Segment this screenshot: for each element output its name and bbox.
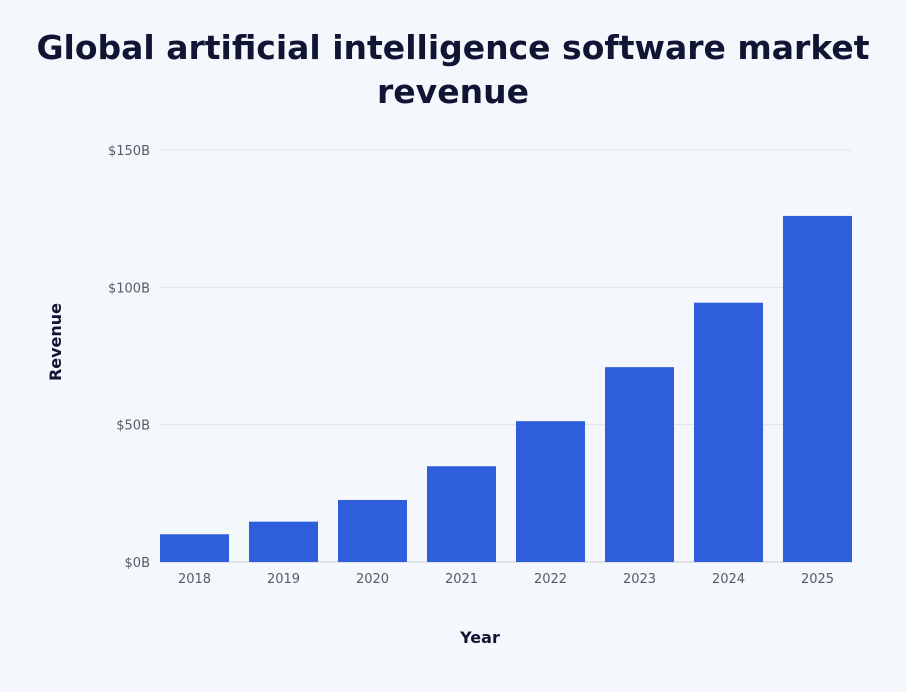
bar-2022 [516, 421, 585, 562]
bar-2018 [160, 534, 229, 562]
bar-2025 [783, 215, 852, 563]
chart-title: Global artificial intelligence software … [36, 28, 870, 111]
y-axis-label: Revenue [46, 303, 65, 381]
y-tick-label: $0B [125, 556, 150, 571]
bar-2020 [338, 499, 407, 562]
x-tick-label: 2024 [712, 572, 745, 587]
y-tick-label: $50B [116, 419, 150, 434]
x-tick-label: 2018 [178, 572, 211, 587]
bar-2021 [427, 466, 496, 562]
x-tick-label: 2019 [267, 572, 300, 587]
y-tick-label: $150B [108, 144, 150, 159]
x-tick-label: 2021 [445, 572, 478, 587]
x-axis-label: Year [459, 628, 500, 647]
bar-2023 [605, 367, 674, 562]
x-tick-label: 2025 [801, 572, 834, 587]
x-tick-label: 2020 [356, 572, 389, 587]
x-tick-label: 2022 [534, 572, 567, 587]
y-tick-label: $100B [108, 281, 150, 296]
bar-2024 [694, 302, 763, 562]
x-tick-label: 2023 [623, 572, 656, 587]
bar-2019 [249, 521, 318, 562]
